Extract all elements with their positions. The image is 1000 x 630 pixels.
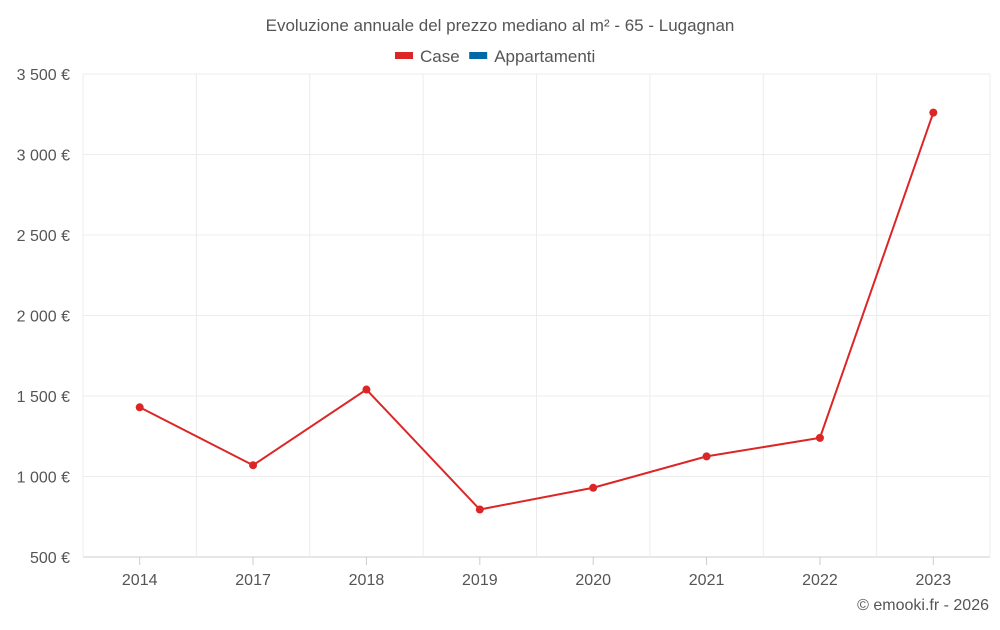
y-tick-label: 1 000 € xyxy=(17,470,70,487)
legend-label: Case xyxy=(420,47,460,66)
legend-swatch-case xyxy=(395,52,413,59)
y-tick-label: 3 500 € xyxy=(17,67,70,84)
data-point xyxy=(702,452,711,461)
y-tick-label: 3 000 € xyxy=(17,148,70,165)
x-tick-label: 2017 xyxy=(235,572,271,589)
x-tick-label: 2019 xyxy=(462,572,498,589)
credit: © emooki.fr - 2026 xyxy=(857,597,989,614)
data-point xyxy=(929,108,938,117)
y-tick-label: 2 000 € xyxy=(17,309,70,326)
data-point xyxy=(475,505,484,514)
data-point xyxy=(249,461,258,470)
data-point xyxy=(815,433,824,442)
data-point xyxy=(589,483,598,492)
x-tick-label: 2020 xyxy=(575,572,611,589)
x-tick-label: 2018 xyxy=(349,572,385,589)
series-line-case xyxy=(139,112,935,511)
y-tick-label: 1 500 € xyxy=(17,389,70,406)
chart-title: Evoluzione annuale del prezzo mediano al… xyxy=(266,16,735,35)
data-point xyxy=(135,403,144,412)
legend-label: Appartamenti xyxy=(494,47,595,66)
y-tick-label: 2 500 € xyxy=(17,228,70,245)
legend: Case Appartamenti xyxy=(395,47,595,66)
legend-swatch-appartamenti xyxy=(469,52,488,59)
x-tick-label: 2021 xyxy=(689,572,725,589)
data-point xyxy=(362,385,371,394)
series xyxy=(135,108,938,514)
y-tick-label: 500 € xyxy=(30,550,70,567)
x-tick-label: 2022 xyxy=(802,572,838,589)
axes: 500 € 1 000 € 1 500 € 2 000 € 2 500 € 3 000 €… xyxy=(17,67,952,589)
x-tick-label: 2014 xyxy=(122,572,158,589)
x-tick-label: 2023 xyxy=(916,572,952,589)
grid xyxy=(82,73,991,558)
